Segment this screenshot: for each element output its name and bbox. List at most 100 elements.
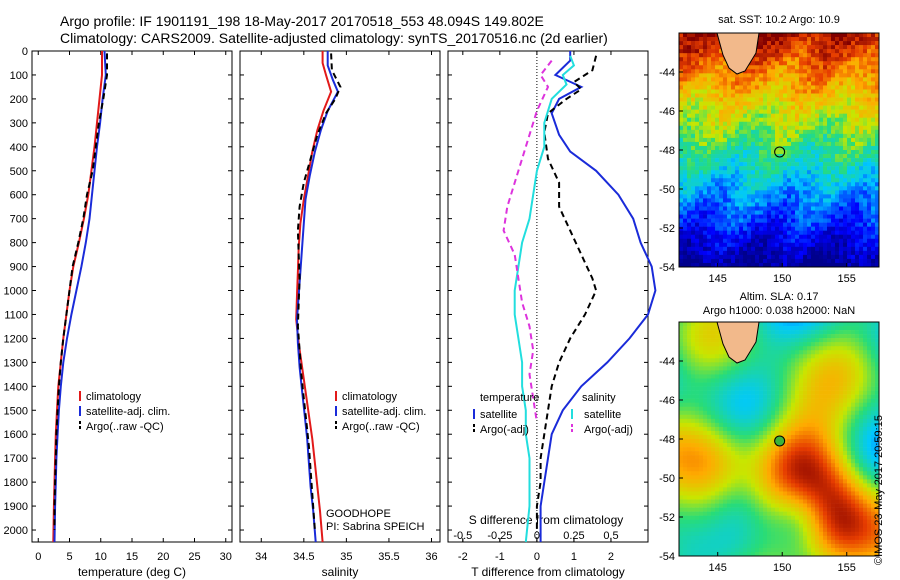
map-cell [823, 37, 828, 42]
map-cell [751, 426, 756, 432]
map-cell [803, 350, 808, 355]
map-cell [835, 158, 840, 163]
map-cell [859, 250, 864, 256]
map-cell [815, 129, 820, 135]
map-cell [863, 210, 868, 215]
map-cell [871, 422, 876, 428]
map-cell [767, 326, 772, 331]
map-cell [699, 198, 704, 203]
map-cell [683, 133, 688, 139]
map-cell [727, 370, 732, 375]
map-cell [691, 439, 696, 444]
map-cell [735, 129, 740, 135]
map-cell [759, 214, 764, 219]
map-cell [687, 338, 692, 343]
map-cell [679, 254, 684, 260]
map-cell [735, 418, 740, 424]
map-cell [811, 402, 816, 408]
map-cell [727, 406, 732, 412]
map-cell [683, 214, 688, 219]
map-cell [739, 162, 744, 167]
map-cell [683, 93, 688, 98]
map-cell [835, 125, 840, 131]
map-cell [739, 158, 744, 163]
series-line-satellite-adj-clim- [295, 51, 340, 543]
map-cell [747, 366, 752, 371]
map-cell [707, 386, 712, 391]
map-cell [863, 362, 868, 367]
map-cell [723, 370, 728, 375]
map-cell [707, 73, 712, 78]
map-cell [819, 418, 824, 424]
map-cell [863, 33, 868, 38]
map-cell [839, 338, 844, 343]
map-cell [807, 150, 812, 155]
map-cell [807, 162, 812, 167]
map-cell [679, 378, 684, 383]
map-cell [779, 77, 784, 82]
map-cell [687, 57, 692, 62]
map-cell [863, 434, 868, 440]
map-cell [799, 178, 804, 183]
map-cell [775, 57, 780, 62]
map-cell [699, 190, 704, 195]
map-cell [815, 230, 820, 236]
map-cell [863, 65, 868, 70]
map-cell [859, 418, 864, 424]
map-cell [859, 170, 864, 175]
map-cell [703, 322, 708, 327]
map-cell [791, 178, 796, 183]
map-cell [707, 374, 712, 379]
map-cell [851, 342, 856, 347]
map-cell [815, 234, 820, 240]
map-cell [839, 370, 844, 375]
map-cell [795, 366, 800, 371]
y-tick-label: 900 [10, 262, 28, 274]
map-cell [803, 145, 808, 151]
map-cell [787, 238, 792, 244]
map-cell [807, 398, 812, 403]
map-cell [687, 362, 692, 367]
map-cell [743, 174, 748, 179]
map-cell [711, 342, 716, 347]
map-cell [819, 33, 824, 38]
map-cell [819, 390, 824, 395]
map-cell [755, 342, 760, 347]
map-cell [683, 206, 688, 211]
map-cell [867, 402, 872, 408]
map-cell [783, 374, 788, 379]
map-cell [755, 117, 760, 123]
map-cell [699, 133, 704, 139]
map-cell [743, 202, 748, 207]
map-cell [867, 89, 872, 94]
map-cell [807, 430, 812, 436]
x-tick-label: 15 [126, 551, 138, 563]
map-cell [823, 258, 828, 264]
map-cell [715, 49, 720, 54]
map-cell [843, 242, 848, 248]
map-cell [795, 53, 800, 58]
map-cell [827, 426, 832, 432]
map-cell [803, 166, 808, 171]
map-cell [739, 455, 744, 460]
map-cell [743, 398, 748, 403]
map-cell [755, 439, 760, 444]
map-cell [711, 117, 716, 123]
map-cell [855, 350, 860, 355]
map-cell [727, 158, 732, 163]
map-cell [703, 125, 708, 131]
map-cell [787, 150, 792, 155]
map-cell [867, 113, 872, 119]
map-cell [823, 141, 828, 147]
map-cell [815, 182, 820, 187]
map-cell [791, 125, 796, 131]
map-cell [763, 202, 768, 207]
map-cell [815, 158, 820, 163]
map-cell [803, 402, 808, 408]
map-cell [687, 178, 692, 183]
map-cell [835, 150, 840, 155]
map-cell [699, 101, 704, 106]
panel-temperature: 0100200300400500600700800900100011001200… [4, 46, 233, 579]
map-cell [731, 238, 736, 244]
map-cell [687, 434, 692, 440]
